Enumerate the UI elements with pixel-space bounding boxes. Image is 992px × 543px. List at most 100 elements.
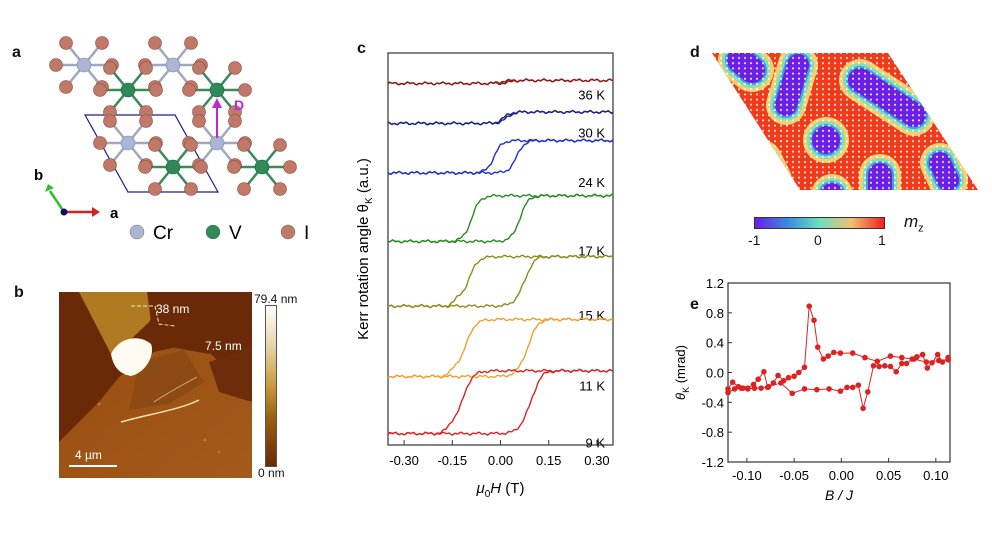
data-point bbox=[837, 388, 844, 394]
data-point bbox=[919, 351, 926, 358]
vanadium-atom bbox=[165, 159, 181, 175]
temperature-label: 15 K bbox=[578, 308, 605, 323]
data-point bbox=[729, 379, 736, 385]
series-36k: 36 K bbox=[387, 78, 614, 102]
y-axis-label: Kerr rotation angle θK (a.u.) bbox=[355, 158, 375, 340]
chromium-atom bbox=[209, 135, 225, 151]
y-axis-label: θK (mrad) bbox=[673, 345, 691, 400]
crystal-structure: Db a Cr V I bbox=[34, 36, 309, 244]
temperature-label: 36 K bbox=[578, 87, 605, 102]
legend-marker-v bbox=[205, 224, 221, 240]
x-axis-label: B / J bbox=[825, 487, 854, 503]
scale-bar-label: 4 µm bbox=[75, 448, 102, 462]
temperature-label: 30 K bbox=[578, 125, 605, 140]
iodine-atom bbox=[192, 61, 206, 75]
kerr-vs-field-chart: 1.2 0.8 0.4 0.0 -0.4 -0.8 -1.2 -0.10 -0.05 0.00 0.… bbox=[673, 276, 951, 503]
mz-colorbar bbox=[754, 217, 885, 229]
trace-sweep-down bbox=[387, 109, 614, 126]
x-tick-label: 0.00 bbox=[488, 453, 513, 468]
data-point bbox=[738, 385, 745, 391]
b-axis-arrowhead-icon bbox=[45, 184, 54, 192]
data-point bbox=[778, 380, 784, 386]
series-17k: 17 K bbox=[387, 193, 614, 258]
iodine-atom bbox=[184, 36, 198, 50]
x-axis-label: μ0H (T) bbox=[476, 480, 525, 500]
iodine-atom bbox=[192, 114, 206, 128]
data-point bbox=[751, 385, 758, 391]
data-point bbox=[791, 373, 797, 380]
series-line bbox=[727, 353, 949, 409]
iodine-atom bbox=[149, 83, 163, 97]
iodine-atom bbox=[59, 36, 73, 50]
dmi-label: D bbox=[234, 97, 244, 113]
mz-label-sub: z bbox=[918, 222, 924, 235]
data-point bbox=[939, 359, 946, 365]
series-24k: 24 K bbox=[387, 138, 614, 190]
series-line bbox=[727, 305, 949, 390]
temperature-label: 24 K bbox=[578, 175, 605, 190]
data-point bbox=[899, 354, 905, 361]
iodine-atom bbox=[238, 83, 252, 97]
data-point bbox=[785, 374, 792, 381]
data-point bbox=[849, 350, 856, 356]
mz-colorbar-tick-min: -1 bbox=[748, 232, 761, 248]
iodine-atom bbox=[93, 136, 107, 150]
skyrmion-spin-map bbox=[712, 53, 978, 190]
trace-sweep-down bbox=[387, 138, 614, 175]
data-point bbox=[806, 303, 813, 309]
data-point bbox=[874, 358, 881, 365]
y-tick-label: -1.2 bbox=[702, 455, 724, 470]
b-axis-arrow bbox=[48, 190, 66, 213]
legend-label-cr: Cr bbox=[153, 223, 174, 244]
data-point bbox=[844, 384, 850, 391]
data-point bbox=[801, 364, 808, 371]
data-point bbox=[887, 363, 894, 370]
b-axis-label: b bbox=[34, 167, 43, 184]
y-label-sub: K bbox=[681, 387, 691, 393]
y-label-main: Kerr rotation angle θ bbox=[355, 204, 372, 340]
iodine-atom bbox=[184, 182, 198, 196]
data-point bbox=[745, 386, 751, 392]
data-point bbox=[814, 344, 821, 350]
iodine-atom bbox=[237, 138, 251, 152]
y-label-sub: K bbox=[364, 197, 375, 204]
data-point bbox=[882, 362, 888, 369]
data-point bbox=[876, 363, 882, 370]
step-height-label-7-5nm: 7.5 nm bbox=[205, 339, 242, 353]
spin-lattice bbox=[712, 53, 978, 190]
trace-sweep-up bbox=[387, 193, 614, 244]
iodine-atom bbox=[95, 36, 109, 50]
iodine-atom bbox=[228, 61, 242, 75]
data-point bbox=[914, 354, 920, 360]
temperature-label: 11 K bbox=[579, 378, 605, 393]
iodine-atom bbox=[139, 114, 153, 128]
legend-label-v: V bbox=[229, 223, 242, 244]
data-point bbox=[758, 385, 764, 391]
x-label-sub: 0 bbox=[485, 489, 491, 500]
data-point bbox=[899, 360, 905, 367]
panel-a-letter: a bbox=[12, 44, 21, 61]
data-point bbox=[870, 362, 877, 369]
data-point bbox=[862, 354, 868, 361]
data-point bbox=[725, 389, 731, 396]
y-tick-label: -0.4 bbox=[702, 395, 724, 410]
iodine-atom bbox=[273, 138, 287, 152]
trace-sweep-up bbox=[388, 254, 614, 309]
iodine-atom bbox=[227, 160, 241, 174]
x-tick-label: -0.05 bbox=[779, 468, 809, 483]
series-sweep-down bbox=[725, 351, 951, 412]
axis-origin bbox=[60, 208, 68, 216]
data-point bbox=[820, 356, 827, 362]
data-point bbox=[826, 386, 832, 392]
data-point bbox=[924, 365, 931, 371]
height-colorbar-min: 0 nm bbox=[258, 466, 285, 480]
legend-marker-i bbox=[280, 224, 296, 240]
vanadium-atom bbox=[254, 159, 270, 175]
panel-e-letter: e bbox=[690, 296, 699, 313]
height-colorbar-max: 79.4 nm bbox=[254, 292, 298, 306]
data-point bbox=[893, 368, 899, 375]
iodine-atom bbox=[103, 158, 117, 172]
data-point bbox=[903, 360, 910, 367]
x-tick-label: 0.30 bbox=[584, 453, 609, 468]
skyrmion-core bbox=[751, 149, 783, 190]
